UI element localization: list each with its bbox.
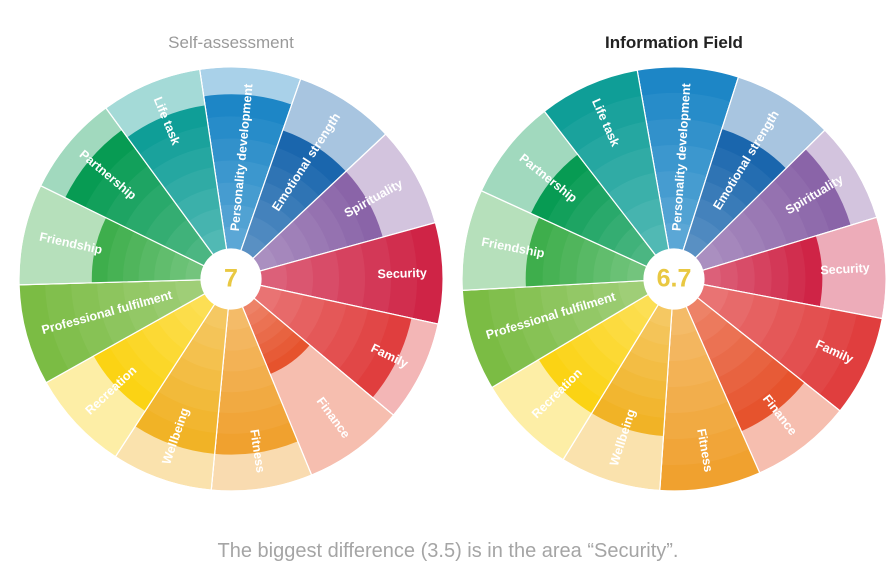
segment-fitness[interactable]: Fitness [659,305,761,492]
segment-value-band [201,228,227,255]
segment-value-band [242,298,262,317]
wheel-self-assessment[interactable]: Personality development Emotional strengt… [18,66,444,492]
segment-value-band [648,304,672,328]
segment-value-band [240,233,267,259]
segment-value-band [632,294,659,321]
chart-information-field: Information Field Personality developmen… [461,33,887,492]
segment-fitness[interactable]: Fitness [210,305,313,492]
segment-value-band [252,246,278,272]
segment-value-band [697,284,730,314]
center-disc [644,249,704,309]
segment-value-band [203,304,229,330]
segment-security[interactable]: Security [259,221,444,325]
segment-personality-development[interactable]: Personality development [636,66,740,252]
wheel-information-field[interactable]: Personality development Emotional strengt… [461,66,887,492]
segment-partnership[interactable]: Partnership [39,107,215,267]
segment-friendship[interactable]: Friendship [461,189,648,292]
chart-self-assessment: Self-assessment Personality development E… [18,33,444,492]
segment-value-band [639,223,669,256]
segment-partnership[interactable]: Partnership [480,110,657,268]
segment-value-band [627,259,647,282]
segment-value-band [683,233,709,258]
segment-professional-fulfilment[interactable]: Professional fulfilment [18,279,206,384]
segment-wellbeing[interactable]: Wellbeing [562,303,673,492]
segment-life-task[interactable]: Life task [104,68,228,256]
segment-value-band [259,264,287,291]
segment-friendship[interactable]: Friendship [18,184,205,286]
segment-value-band [253,285,282,313]
difference-summary: The biggest difference (3.5) is in the a… [217,540,679,562]
segment-spirituality[interactable]: Spirituality [694,129,878,272]
segment-value-band [618,280,649,308]
segment-personality-development[interactable]: Personality development [198,66,302,252]
segment-value-band [223,226,249,251]
segment-professional-fulfilment[interactable]: Professional fulfilment [461,279,650,389]
segment-value-band [185,258,205,281]
center-score: 6.7 [657,265,692,293]
segment-value-band [664,223,692,251]
segment-label: Security [820,261,870,278]
segment-value-band [686,297,713,325]
segment-security[interactable]: Security [701,216,887,320]
chart-title: Self-assessment [168,33,294,52]
segment-value-band [695,242,724,271]
chart-title: Information Field [605,33,743,52]
segment-spirituality[interactable]: Spirituality [252,133,437,272]
segment-value-band [175,279,205,307]
segment-emotional-strength[interactable]: Emotional strength [240,78,387,260]
segment-life-task[interactable]: Life task [543,69,670,257]
segment-family[interactable]: Family [253,284,439,417]
segment-value-band [670,306,697,335]
segment-label: Fitness [247,428,267,473]
segment-value-band [702,265,721,288]
segment-finance[interactable]: Finance [241,297,395,476]
segment-value-band [184,236,214,266]
segment-recreation[interactable]: Recreation [491,293,660,461]
segment-label: Security [377,266,427,281]
center-score: 7 [224,265,238,293]
center-disc [201,249,261,309]
segment-family[interactable]: Family [696,283,883,412]
segment-recreation[interactable]: Recreation [45,292,216,458]
segment-finance[interactable]: Finance [685,296,841,474]
